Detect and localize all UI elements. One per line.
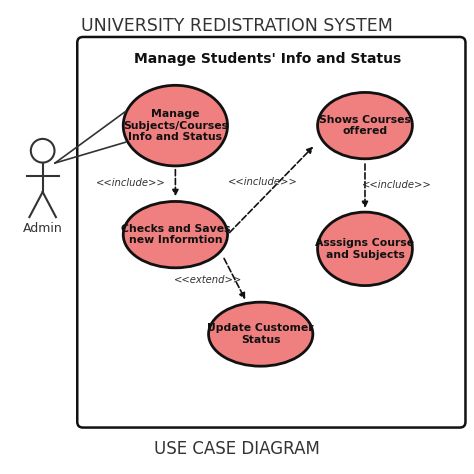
Ellipse shape bbox=[318, 212, 412, 285]
Text: <<include>>: <<include>> bbox=[362, 180, 432, 190]
Ellipse shape bbox=[123, 85, 228, 166]
Text: USE CASE DIAGRAM: USE CASE DIAGRAM bbox=[154, 440, 320, 458]
Ellipse shape bbox=[318, 92, 412, 159]
Ellipse shape bbox=[209, 302, 313, 366]
Text: Update Customer
Status: Update Customer Status bbox=[208, 323, 314, 345]
Text: <<include>>: <<include>> bbox=[228, 176, 298, 187]
Ellipse shape bbox=[123, 201, 228, 268]
FancyBboxPatch shape bbox=[77, 37, 465, 428]
Text: <<include>>: <<include>> bbox=[95, 178, 165, 188]
Text: Admin: Admin bbox=[23, 222, 63, 235]
Text: Checks and Saves
new Informtion: Checks and Saves new Informtion bbox=[120, 224, 230, 246]
Text: <<extend>>: <<extend>> bbox=[174, 274, 243, 285]
Text: Shows Courses
offered: Shows Courses offered bbox=[319, 115, 411, 137]
Text: Manage
Subjects/Courses
Info and Status: Manage Subjects/Courses Info and Status bbox=[123, 109, 228, 142]
Text: Asssigns Course
and Subjects: Asssigns Course and Subjects bbox=[315, 238, 415, 260]
Text: UNIVERSITY REDISTRATION SYSTEM: UNIVERSITY REDISTRATION SYSTEM bbox=[81, 17, 393, 35]
Text: Manage Students' Info and Status: Manage Students' Info and Status bbox=[134, 52, 401, 66]
